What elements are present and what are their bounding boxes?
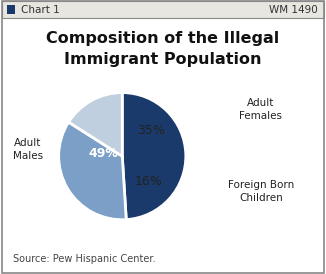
Text: Chart 1: Chart 1: [21, 5, 60, 15]
Text: Composition of the Illegal
Immigrant Population: Composition of the Illegal Immigrant Pop…: [46, 31, 280, 67]
Wedge shape: [59, 122, 126, 220]
Text: 35%: 35%: [137, 124, 165, 137]
Text: Foreign Born
Children: Foreign Born Children: [228, 180, 294, 203]
Text: WM 1490: WM 1490: [269, 5, 318, 15]
Text: Adult
Males: Adult Males: [13, 138, 43, 161]
Wedge shape: [68, 93, 122, 156]
Text: 49%: 49%: [88, 147, 118, 159]
Text: Source: Pew Hispanic Center.: Source: Pew Hispanic Center.: [13, 254, 156, 264]
Text: 16%: 16%: [135, 175, 163, 188]
Wedge shape: [122, 93, 186, 220]
Text: Adult
Females: Adult Females: [239, 98, 282, 121]
